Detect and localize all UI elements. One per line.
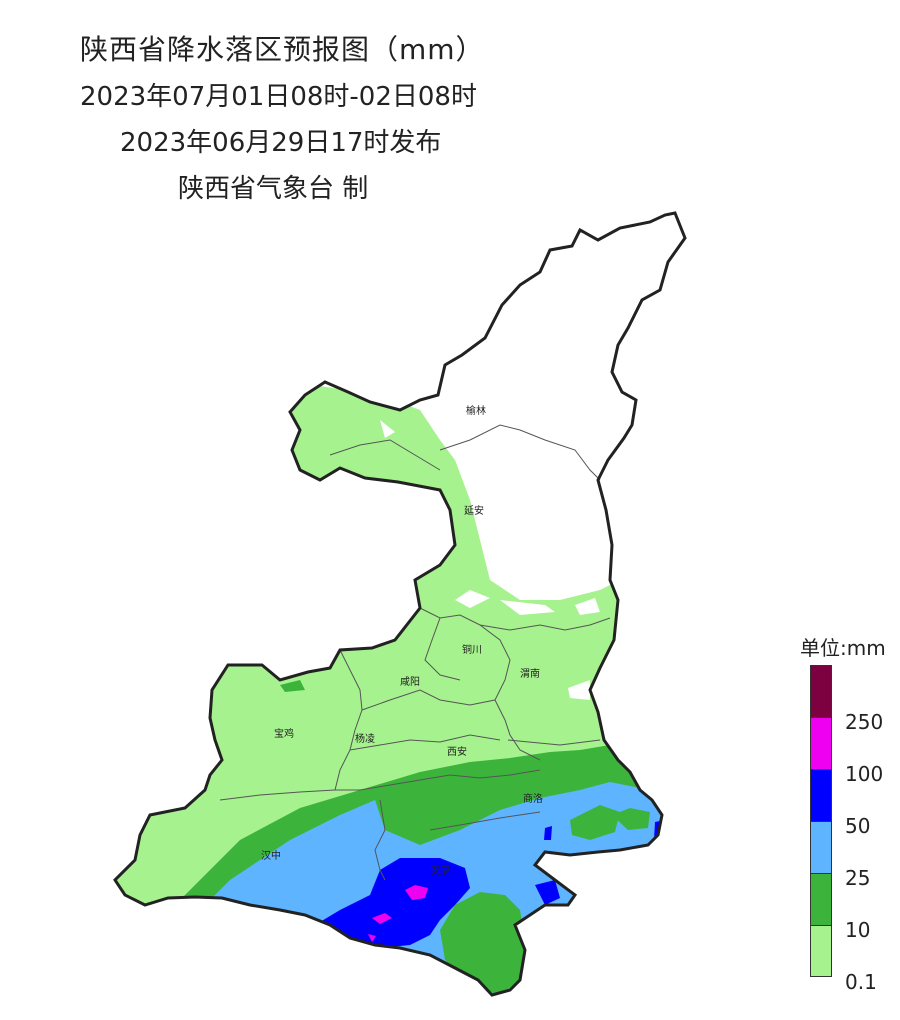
city-boundaries (219, 424, 611, 881)
title-line-3: 2023年06月29日17时发布 (120, 128, 442, 158)
legend-label-100: 100 (845, 762, 884, 786)
title-line-1: 陕西省降水落区预报图（mm） (80, 33, 485, 66)
city-label-weinan: 渭南 (520, 667, 540, 680)
legend-label-25: 25 (845, 866, 871, 890)
legend-label-10: 10 (845, 918, 871, 942)
city-label-xianyang: 咸阳 (400, 676, 420, 688)
legend-label-250: 250 (845, 710, 884, 734)
title-line-2: 2023年07月01日08时-02日08时 (80, 82, 477, 112)
city-label-baoji: 宝鸡 (274, 727, 294, 740)
legend-swatch-50-100 (810, 769, 832, 821)
city-label-shangluo: 商洛 (523, 792, 543, 805)
title-line-4: 陕西省气象台 制 (178, 174, 369, 204)
city-labels: 榆林 延安 铜川 咸阳 渭南 宝鸡 杨凌 西安 商洛 汉中 安康 (261, 404, 543, 877)
legend-swatch-25-50 (810, 821, 832, 873)
legend-swatch-0-1-10 (810, 925, 832, 977)
legend-label-50: 50 (845, 814, 871, 838)
legend-label-0-1: 0.1 (845, 970, 877, 994)
city-label-yanan: 延安 (464, 504, 484, 517)
city-label-yulin: 榆林 (466, 404, 486, 417)
legend-swatch-10-25 (810, 873, 832, 925)
city-label-hanzhong: 汉中 (261, 849, 281, 862)
city-label-ankang: 安康 (430, 864, 450, 877)
legend-colorbar (810, 665, 834, 977)
city-label-xian: 西安 (447, 745, 467, 758)
legend-swatch-100-250 (810, 717, 832, 769)
city-label-yangling: 杨凌 (355, 732, 375, 745)
legend-unit: 单位:mm (800, 636, 886, 660)
city-label-tongchuan: 铜川 (462, 644, 482, 656)
legend-swatch-250-plus (810, 665, 832, 717)
